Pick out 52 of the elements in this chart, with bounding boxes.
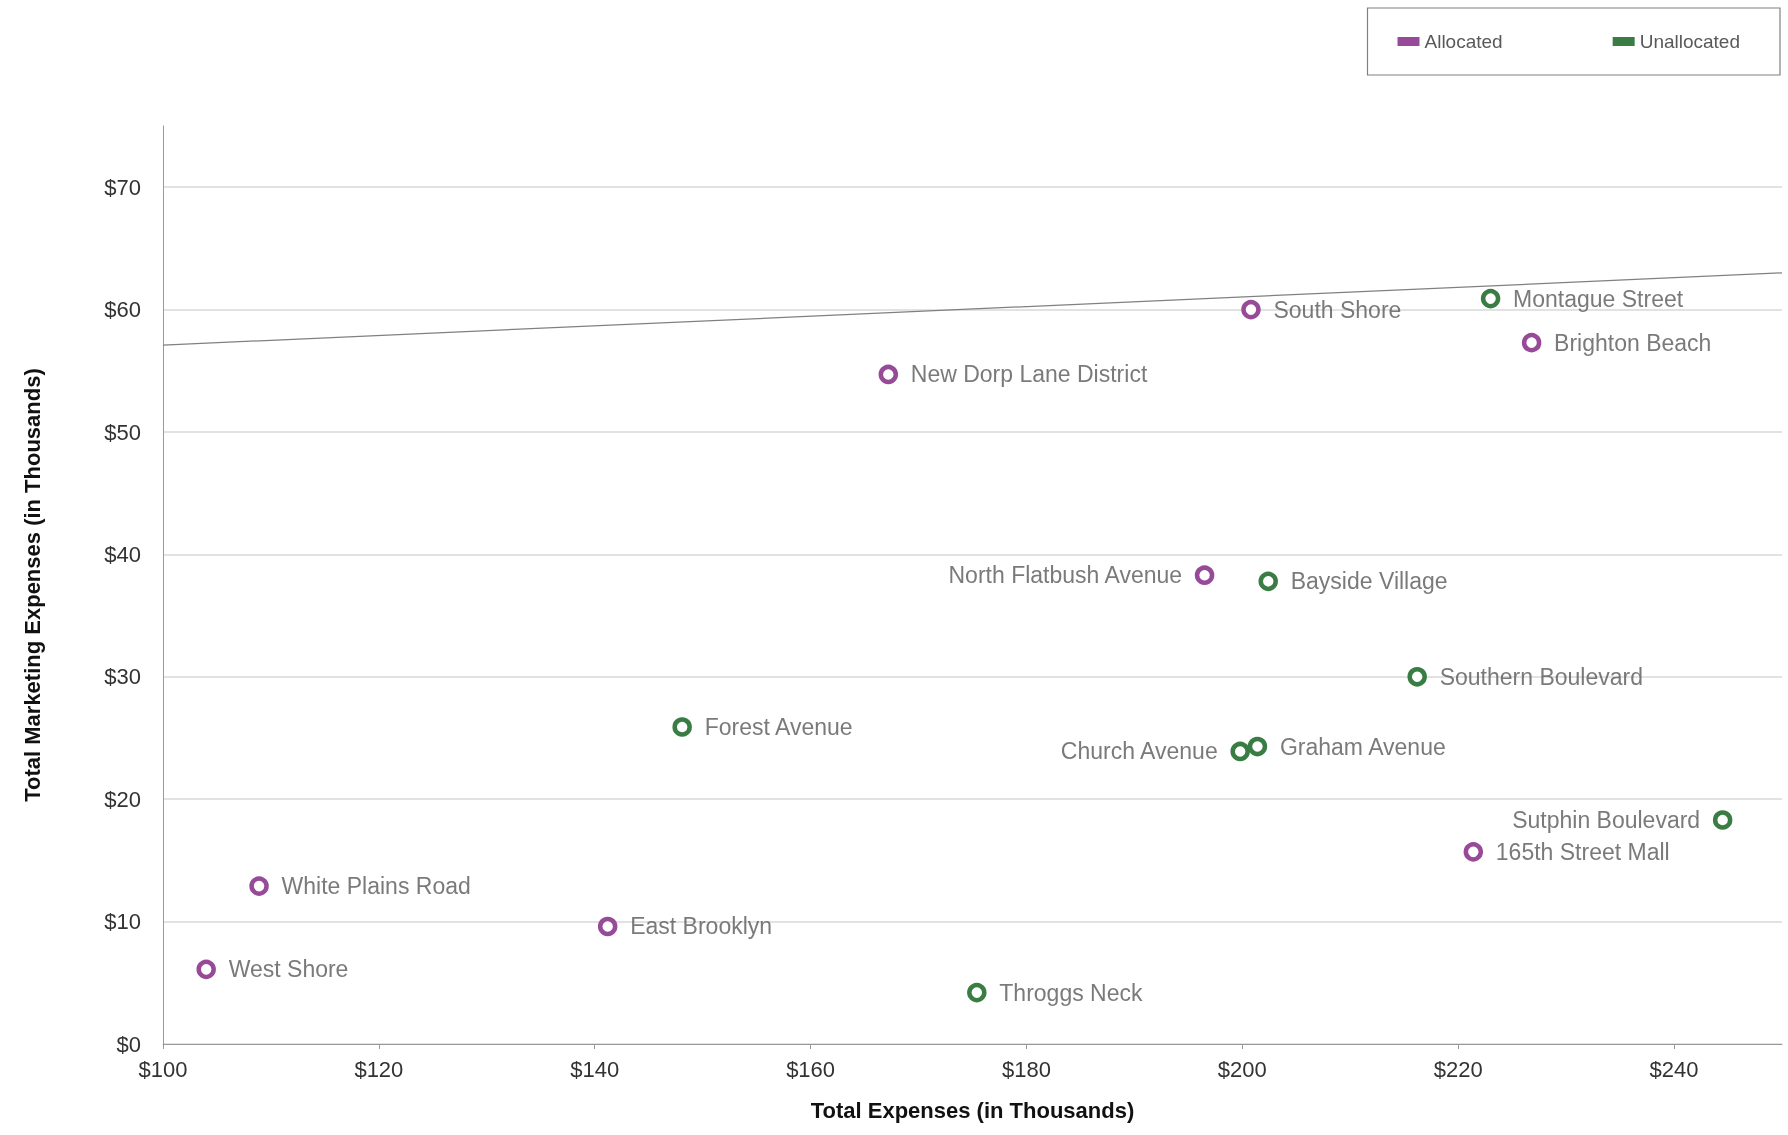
point xyxy=(196,959,216,980)
point xyxy=(1230,741,1250,762)
annotation: Throggs Neck xyxy=(999,979,1143,1006)
annotation: Church Avenue xyxy=(1060,738,1218,765)
x-tick-label: $140 xyxy=(570,1056,620,1082)
annotation: Graham Avenue xyxy=(1279,733,1446,760)
point xyxy=(1521,332,1542,353)
point xyxy=(1247,736,1268,757)
point xyxy=(249,876,269,896)
y-tick-label: $10 xyxy=(104,909,141,935)
y-tick-label: $0 xyxy=(116,1031,141,1057)
point xyxy=(1407,667,1427,687)
annotation: 165th Street Mall xyxy=(1495,838,1670,865)
y-tick-label: $50 xyxy=(104,419,141,445)
annotation: North Flatbush Avenue xyxy=(948,562,1183,589)
y-tick-label: $60 xyxy=(104,297,141,323)
point xyxy=(1258,571,1278,592)
annotation: West Shore xyxy=(228,956,349,983)
y-tick-label: $40 xyxy=(104,541,141,567)
annotation: Bayside Village xyxy=(1290,568,1448,595)
point xyxy=(1712,810,1733,830)
annotation: East Brooklyn xyxy=(630,913,773,940)
point xyxy=(672,717,692,737)
annotation: South Shore xyxy=(1273,296,1402,323)
x-tick-label: $180 xyxy=(1001,1056,1051,1082)
point xyxy=(1480,288,1501,309)
point xyxy=(1194,565,1215,585)
x-tick-label: $100 xyxy=(138,1056,188,1082)
annotation: White Plains Road xyxy=(281,873,471,900)
point xyxy=(878,364,899,385)
y-tick-label: $70 xyxy=(104,174,141,200)
point xyxy=(597,916,618,937)
point xyxy=(1463,842,1484,862)
x-tick-label: $120 xyxy=(354,1056,404,1082)
y-tick-label: $30 xyxy=(104,664,141,690)
annotation: Montague Street xyxy=(1513,285,1684,312)
x-axis-title: Total Expenses (in Thousands) xyxy=(810,1097,1135,1123)
x-tick-label: $160 xyxy=(786,1056,836,1082)
annotation: Sutphin Boulevard xyxy=(1512,807,1701,834)
point xyxy=(1241,299,1261,320)
x-tick-label: $200 xyxy=(1217,1056,1267,1082)
annotation: Brighton Beach xyxy=(1554,329,1712,356)
annotation: Southern Boulevard xyxy=(1439,663,1643,690)
point xyxy=(967,982,987,1003)
annotation: New Dorp Lane District xyxy=(910,361,1148,388)
x-tick-label: $240 xyxy=(1649,1056,1699,1082)
legend-label: Unallocated xyxy=(1639,31,1740,52)
x-tick-label: $220 xyxy=(1433,1056,1483,1082)
annotation: Forest Avenue xyxy=(704,713,853,740)
y-tick-label: $20 xyxy=(104,786,141,812)
y-axis-title: Total Marketing Expenses (in Thousands) xyxy=(19,368,45,802)
legend-label: Allocated xyxy=(1424,31,1503,52)
